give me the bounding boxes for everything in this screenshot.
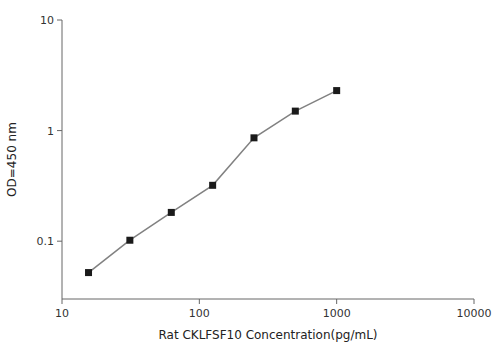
chart: 10 100 1000 10000 0.1 1 10 Rat CKLFSF10 Concent… — [0, 0, 500, 351]
y-axis-line — [62, 20, 63, 299]
data-point — [292, 108, 299, 115]
y-tick-label: 0.1 — [37, 235, 55, 248]
x-tick — [199, 299, 200, 304]
y-tick — [57, 241, 62, 242]
data-point — [85, 269, 92, 276]
plot-area — [85, 87, 340, 276]
data-point — [333, 87, 340, 94]
data-point — [168, 209, 175, 216]
y-axis-label: OD=450 nm — [5, 122, 19, 197]
x-tick — [336, 299, 337, 304]
y-tick-label: 1 — [47, 125, 54, 138]
data-point — [209, 182, 216, 189]
data-point — [126, 237, 133, 244]
x-tick-label: 10 — [55, 307, 69, 320]
x-tick — [474, 299, 475, 304]
data-line — [89, 91, 337, 273]
y-tick — [57, 130, 62, 131]
y-tick-label: 10 — [40, 14, 54, 27]
x-tick-label: 10000 — [457, 307, 492, 320]
x-axis-line — [62, 299, 474, 300]
data-point — [250, 134, 257, 141]
x-tick-label: 100 — [189, 307, 210, 320]
x-axis-label: Rat CKLFSF10 Concentration(pg/mL) — [158, 328, 377, 342]
chart-container: 10 100 1000 10000 0.1 1 10 Rat CKLFSF10 Concent… — [0, 0, 500, 351]
y-tick — [57, 20, 62, 21]
x-tick-label: 1000 — [323, 307, 351, 320]
x-tick — [62, 299, 63, 304]
